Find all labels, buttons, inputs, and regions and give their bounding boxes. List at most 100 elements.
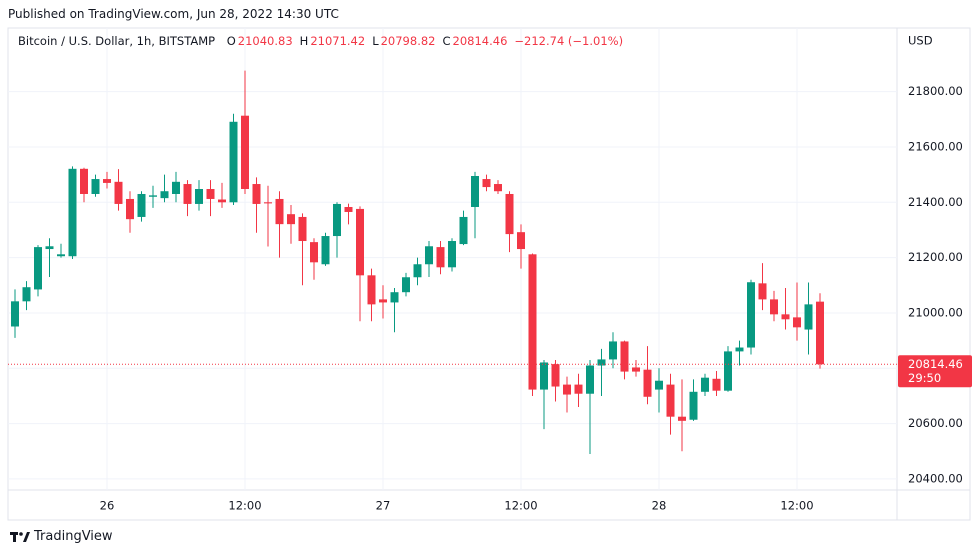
candle-body — [482, 179, 491, 188]
candle-body — [758, 283, 767, 300]
candle-body — [793, 317, 801, 328]
candle-body — [252, 184, 261, 204]
candle-body — [724, 351, 732, 391]
ohlc-key: H — [299, 34, 309, 48]
candle-body — [172, 181, 180, 194]
x-tick-label: 12:00 — [780, 499, 813, 513]
candle-body — [632, 367, 640, 372]
candle-body — [781, 314, 790, 320]
candle-body — [80, 168, 88, 194]
candle-body — [34, 247, 42, 290]
x-tick-label: 12:00 — [504, 499, 537, 513]
candle-body — [620, 341, 629, 372]
candle-body — [149, 195, 157, 197]
candle-body — [551, 364, 560, 387]
chart-frame — [7, 27, 971, 521]
candle-body — [321, 236, 330, 265]
candle-body — [68, 168, 77, 257]
candle-body — [310, 242, 318, 263]
candle-body — [448, 241, 456, 268]
candle-body — [229, 121, 238, 203]
candle-body — [678, 416, 686, 421]
candle-body — [287, 214, 295, 225]
candle-body — [413, 264, 422, 278]
candle-body — [712, 378, 721, 391]
brand: TradingView — [34, 529, 113, 544]
candle-body — [206, 189, 215, 199]
y-tick-label: 20600.00 — [908, 416, 963, 430]
y-tick-label: 21000.00 — [908, 305, 963, 319]
y-tick-label: 21400.00 — [908, 195, 963, 209]
x-tick-label: 28 — [652, 499, 667, 513]
change-value: −212.74 (−1.01%) — [514, 34, 624, 48]
candle-body — [689, 391, 698, 420]
published-caption: Published on TradingView.com, Jun 28, 20… — [8, 7, 339, 21]
candle-body — [436, 247, 445, 268]
candle-body — [563, 384, 571, 395]
last-price-box — [898, 355, 972, 388]
candle-body — [57, 254, 65, 257]
y-tick-label: 20400.00 — [908, 471, 963, 485]
candle-body — [367, 275, 376, 305]
candle-body — [459, 216, 468, 245]
y-axis-label: USD — [908, 34, 933, 48]
candle-body — [160, 191, 169, 199]
candle-body — [390, 292, 399, 303]
candle-body — [103, 179, 111, 183]
symbol-header: Bitcoin / U.S. Dollar, 1h, BITSTAMP O 210… — [18, 34, 625, 48]
ohlc-value: 20814.46 — [452, 34, 508, 48]
ohlc-key: C — [442, 34, 451, 48]
ohlc-key: L — [372, 34, 379, 48]
candle-body — [770, 299, 778, 315]
ohlc-value: 21040.83 — [237, 34, 293, 48]
ohlc-value: 21071.42 — [310, 34, 366, 48]
y-tick-label: 21600.00 — [908, 139, 963, 153]
x-tick-label: 27 — [376, 499, 391, 513]
candle-body — [114, 181, 123, 204]
candle-body — [333, 203, 341, 237]
candle-body — [528, 254, 537, 390]
candle-body — [747, 282, 755, 348]
candle-body — [609, 341, 617, 360]
candle-body — [275, 198, 284, 225]
y-tick-label: 21800.00 — [908, 84, 963, 98]
countdown-label: 29:50 — [908, 371, 941, 385]
ohlc-key: O — [226, 34, 236, 48]
candle-body — [11, 301, 19, 327]
candle-body — [574, 384, 583, 394]
logo — [10, 532, 30, 542]
candle-body — [195, 189, 203, 204]
last-price-label: 20814.46 — [908, 357, 963, 371]
candle-body — [586, 365, 594, 394]
candle-body — [402, 277, 410, 293]
candle-body — [701, 377, 709, 392]
candle-body — [655, 380, 663, 390]
candle-body — [517, 232, 525, 250]
candle-body — [344, 206, 353, 212]
candle-body — [298, 216, 307, 242]
candle-body — [804, 304, 813, 330]
candle-body — [505, 193, 514, 235]
candle-body — [356, 208, 364, 276]
candle-body — [218, 199, 226, 203]
candle-body — [666, 384, 675, 417]
candle-body — [471, 176, 479, 207]
candle-body — [643, 369, 652, 397]
symbol-title: Bitcoin / U.S. Dollar, 1h, BITSTAMP — [18, 34, 216, 48]
candle-body — [816, 301, 824, 365]
candle-body — [425, 246, 433, 265]
candle-body — [183, 184, 192, 204]
candle-body — [45, 246, 54, 250]
x-tick-label: 26 — [100, 499, 115, 513]
candle-body — [22, 287, 31, 302]
candle-body — [91, 179, 100, 194]
candle-body — [137, 193, 146, 217]
candle-body — [241, 115, 249, 190]
candle-body — [494, 184, 502, 192]
candle-body — [735, 347, 744, 352]
candle-body — [597, 359, 606, 366]
candle-body — [540, 362, 548, 390]
candle-body — [264, 202, 272, 204]
